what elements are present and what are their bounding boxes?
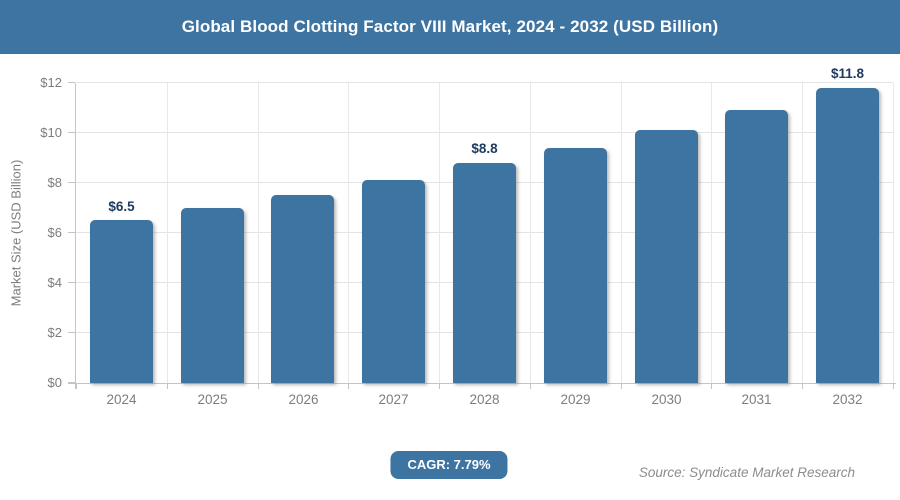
bar-value-label-2032: $11.8 xyxy=(830,66,865,81)
gridline-vertical xyxy=(530,83,531,383)
gridline-vertical xyxy=(439,83,440,383)
y-tick-mark xyxy=(68,382,75,383)
x-tick-label-2025: 2025 xyxy=(197,392,228,407)
x-tick-label-2030: 2030 xyxy=(651,392,682,407)
chart-header: Global Blood Clotting Factor VIII Market… xyxy=(0,0,900,54)
x-tick-mark xyxy=(621,384,622,389)
y-tick-mark xyxy=(68,82,75,83)
bar-value-label-2028: $8.8 xyxy=(471,141,498,156)
x-tick-mark xyxy=(711,384,712,389)
bar-2027 xyxy=(362,180,425,383)
x-tick-label-2028: 2028 xyxy=(469,392,500,407)
gridline-vertical xyxy=(711,83,712,383)
x-tick-mark xyxy=(530,384,531,389)
x-tick-mark xyxy=(893,384,894,389)
bar-2024 xyxy=(90,220,153,383)
bar-value-label-2024: $6.5 xyxy=(108,199,135,214)
bar-2031 xyxy=(725,110,788,383)
x-tick-mark xyxy=(258,384,259,389)
y-tick-mark xyxy=(68,332,75,333)
x-tick-mark xyxy=(802,384,803,389)
y-tick-label: $4 xyxy=(47,275,62,290)
y-tick-mark xyxy=(68,132,75,133)
y-tick-label: $10 xyxy=(40,125,62,140)
gridline-vertical xyxy=(893,83,894,383)
gridline-vertical xyxy=(348,83,349,383)
gridline-vertical xyxy=(621,83,622,383)
plot-area: $6.5 $8.8 $11.8 xyxy=(68,66,896,389)
bar-2025 xyxy=(181,208,244,383)
gridline-horizontal xyxy=(76,82,893,83)
chart-title: Global Blood Clotting Factor VIII Market… xyxy=(181,17,719,36)
x-tick-mark xyxy=(439,384,440,389)
source-attribution: Source: Syndicate Market Research xyxy=(638,465,855,480)
gridline-vertical xyxy=(802,83,803,383)
x-tick-label-2029: 2029 xyxy=(560,392,591,407)
x-tick-label-2032: 2032 xyxy=(832,392,863,407)
bar-2029 xyxy=(544,148,607,383)
x-tick-mark xyxy=(167,384,168,389)
y-tick-label: $12 xyxy=(40,75,62,90)
y-tick-mark xyxy=(68,182,75,183)
bar-2032 xyxy=(816,88,879,383)
y-axis-line xyxy=(75,83,76,389)
bar-2028 xyxy=(453,163,516,383)
bar-2026 xyxy=(271,195,334,383)
x-tick-label-2026: 2026 xyxy=(288,392,319,407)
y-tick-label: $6 xyxy=(47,225,62,240)
x-tick-mark xyxy=(348,384,349,389)
y-tick-label: $2 xyxy=(47,325,62,340)
gridline-vertical xyxy=(258,83,259,383)
x-tick-label-2031: 2031 xyxy=(741,392,772,407)
x-axis-line xyxy=(68,383,896,384)
bar-2030 xyxy=(635,130,698,383)
cagr-badge: CAGR: 7.79% xyxy=(390,451,508,479)
y-tick-label: $8 xyxy=(47,175,62,190)
y-tick-mark xyxy=(68,282,75,283)
gridline-horizontal xyxy=(76,132,893,133)
gridline-vertical xyxy=(167,83,168,383)
x-tick-label-2027: 2027 xyxy=(378,392,409,407)
x-tick-mark xyxy=(76,384,77,389)
y-tick-label: $0 xyxy=(47,375,62,390)
y-tick-mark xyxy=(68,232,75,233)
x-tick-label-2024: 2024 xyxy=(106,392,137,407)
